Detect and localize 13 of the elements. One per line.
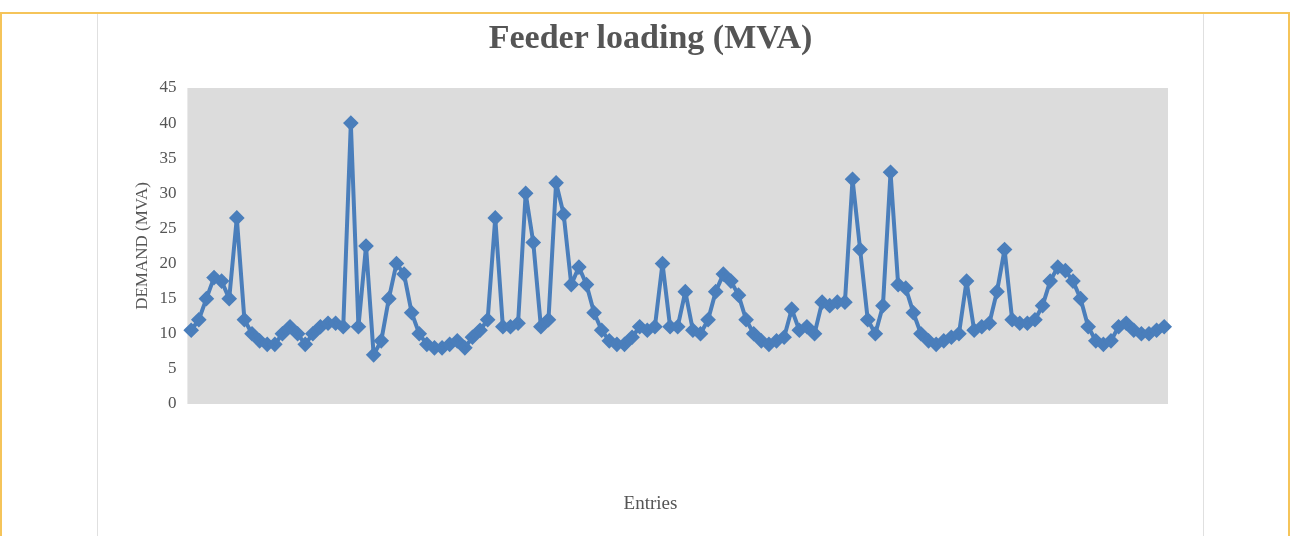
y-tick-label: 15 bbox=[159, 288, 177, 308]
chart-title: Feeder loading (MVA) bbox=[487, 18, 814, 56]
y-tick-label: 40 bbox=[159, 112, 177, 132]
y-tick-label: 0 bbox=[167, 393, 177, 413]
y-tick-label: 5 bbox=[167, 358, 177, 378]
y-tick-label: 25 bbox=[159, 217, 177, 237]
y-tick-label: 45 bbox=[159, 77, 177, 97]
y-tick-label: 20 bbox=[159, 253, 177, 273]
y-tick-label: 35 bbox=[159, 147, 177, 167]
y-tick-label: 10 bbox=[159, 323, 177, 343]
y-axis-title: DEMAND (MVA) bbox=[131, 182, 151, 310]
y-tick-label: 30 bbox=[159, 182, 177, 202]
x-axis-title: Entries bbox=[622, 492, 679, 514]
